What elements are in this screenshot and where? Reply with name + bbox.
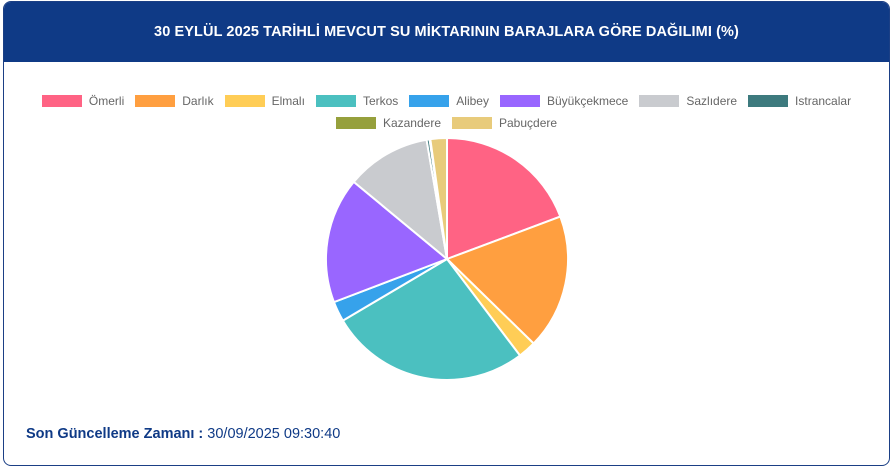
legend-item[interactable]: Alibey bbox=[409, 90, 489, 112]
legend-item[interactable]: Pabuçdere bbox=[452, 112, 557, 134]
legend-item[interactable]: Büyükçekmece bbox=[499, 90, 629, 112]
legend-item[interactable]: Istrancalar bbox=[748, 90, 851, 112]
legend-label: Pabuçdere bbox=[499, 116, 558, 130]
legend-label: Darlık bbox=[182, 94, 214, 108]
pie-slice-sazlıdere[interactable] bbox=[352, 138, 449, 262]
chart-title: 30 EYLÜL 2025 TARİHLİ MEVCUT SU MİKTARIN… bbox=[4, 2, 889, 62]
legend: Ömerli Darlık Elmalı Terkos Alibey Büyükçekme… bbox=[4, 90, 889, 134]
legend-item[interactable]: Darlık bbox=[135, 90, 214, 112]
legend-label: Büyükçekmece bbox=[546, 94, 629, 108]
legend-swatch bbox=[639, 95, 680, 107]
pie-slice-terkos[interactable] bbox=[341, 257, 522, 381]
legend-swatch bbox=[409, 95, 450, 107]
legend-label: Sazlıdere bbox=[686, 94, 738, 108]
legend-swatch bbox=[41, 95, 82, 107]
legend-item[interactable]: Terkos bbox=[315, 90, 399, 112]
legend-label: Ömerli bbox=[88, 94, 125, 108]
legend-swatch bbox=[499, 95, 540, 107]
pie-chart bbox=[325, 136, 569, 381]
legend-swatch bbox=[135, 95, 176, 107]
legend-swatch bbox=[315, 95, 356, 107]
legend-label: Istrancalar bbox=[795, 94, 852, 108]
legend-label: Elmalı bbox=[271, 94, 305, 108]
pie-slice-ömerli[interactable] bbox=[446, 136, 562, 261]
legend-item[interactable]: Ömerli bbox=[41, 90, 125, 112]
legend-label: Terkos bbox=[362, 94, 399, 108]
last-updated-label: Son Güncelleme Zamanı : bbox=[26, 426, 204, 442]
legend-item[interactable]: Kazandere bbox=[335, 112, 441, 134]
legend-label: Kazandere bbox=[382, 116, 441, 130]
legend-swatch bbox=[748, 95, 789, 107]
last-updated-value: 30/09/2025 09:30:40 bbox=[207, 426, 341, 442]
legend-label: Alibey bbox=[456, 94, 489, 108]
legend-item[interactable]: Elmalı bbox=[224, 90, 305, 112]
last-updated: Son Güncelleme Zamanı : 30/09/2025 09:30… bbox=[26, 426, 340, 442]
legend-swatch bbox=[335, 117, 376, 129]
legend-item[interactable]: Sazlıdere bbox=[639, 90, 737, 112]
chart-card: 30 EYLÜL 2025 TARİHLİ MEVCUT SU MİKTARIN… bbox=[3, 1, 890, 466]
pie-slice-büyükçekmece[interactable] bbox=[325, 180, 449, 304]
pie-slice-darlık[interactable] bbox=[445, 215, 569, 345]
pie-slice-pabuçdere[interactable] bbox=[429, 136, 448, 260]
legend-swatch bbox=[452, 117, 492, 129]
legend-swatch bbox=[224, 95, 265, 107]
